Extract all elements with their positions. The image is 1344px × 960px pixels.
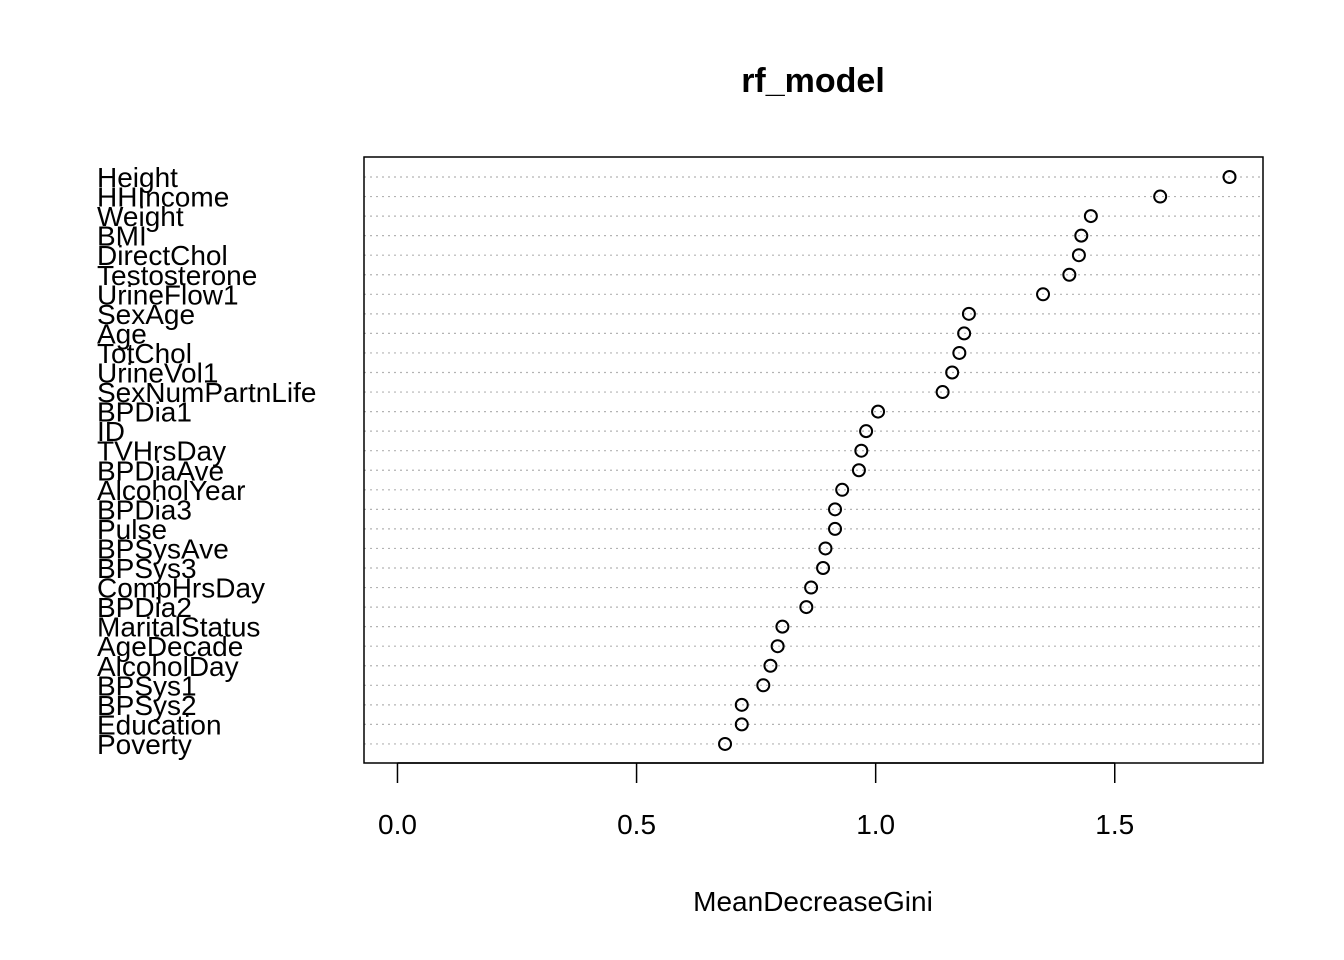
category-label: Poverty <box>97 729 192 760</box>
data-point <box>935 385 950 400</box>
category-label: SexAge <box>97 299 195 330</box>
category-label: HHIncome <box>97 182 229 213</box>
data-point <box>961 306 976 321</box>
data-point <box>1062 267 1077 282</box>
data-point <box>828 502 843 517</box>
data-point <box>770 639 785 654</box>
x-tick-label: 0.5 <box>617 809 656 840</box>
data-point <box>952 345 967 360</box>
data-point <box>828 521 843 536</box>
data-point <box>871 404 886 419</box>
data-point <box>1083 209 1098 224</box>
category-label: BPSysAve <box>97 533 229 564</box>
category-labels: HeightHHIncomeWeightBMIDirectCholTestost… <box>97 162 316 760</box>
data-point <box>945 365 960 380</box>
category-label: DirectChol <box>97 240 228 271</box>
data-point <box>756 678 771 693</box>
category-label: Education <box>97 709 222 740</box>
plot-frame <box>363 156 1264 764</box>
category-label: TotChol <box>97 338 192 369</box>
data-point <box>775 619 790 634</box>
x-tick-label: 0.0 <box>378 809 417 840</box>
data-point <box>804 580 819 595</box>
category-label: AgeDecade <box>97 631 243 662</box>
category-label: BPSys1 <box>97 670 197 701</box>
data-point <box>854 443 869 458</box>
data-point <box>718 736 733 751</box>
category-label: Weight <box>97 201 184 232</box>
category-label: AlcoholYear <box>97 475 245 506</box>
category-label: SexNumPartnLife <box>97 377 316 408</box>
category-label: AlcoholDay <box>97 651 239 682</box>
data-point <box>799 600 814 615</box>
category-label: BPSys3 <box>97 553 197 584</box>
category-label: Testosterone <box>97 260 257 291</box>
category-label: BMI <box>97 221 147 252</box>
x-axis: 0.0 0.5 1.0 1.5 <box>378 762 1134 840</box>
data-point <box>816 561 831 575</box>
data-point <box>763 658 778 673</box>
category-label: CompHrsDay <box>97 573 265 604</box>
data-point <box>1153 189 1168 204</box>
x-tick-label: 1.5 <box>1095 809 1134 840</box>
category-label: ID <box>97 416 125 447</box>
data-point <box>859 424 874 439</box>
category-label: BPSys2 <box>97 690 197 721</box>
x-tick-label: 1.0 <box>856 809 895 840</box>
category-label: UrineFlow1 <box>97 279 239 310</box>
data-point <box>851 463 866 478</box>
category-label: BPDia2 <box>97 592 192 623</box>
category-label: MaritalStatus <box>97 612 260 643</box>
chart-title: rf_model <box>741 62 885 100</box>
category-label: BPDiaAve <box>97 455 224 486</box>
x-axis-label: MeanDecreaseGini <box>693 886 933 917</box>
category-label: UrineVol1 <box>97 358 218 389</box>
grid-lines <box>364 176 1263 745</box>
category-label: TVHrsDay <box>97 436 226 467</box>
category-label: Pulse <box>97 514 167 545</box>
data-point <box>1074 228 1089 243</box>
data-point <box>818 541 833 556</box>
data-point <box>1036 287 1051 302</box>
data-point <box>734 697 749 712</box>
category-label: BPDia3 <box>97 494 192 525</box>
data-point <box>835 482 850 497</box>
category-label: Age <box>97 318 147 349</box>
data-points <box>718 170 1237 751</box>
category-label: Height <box>97 162 178 193</box>
category-label: BPDia1 <box>97 397 192 428</box>
data-point <box>1222 170 1237 184</box>
data-point <box>957 326 972 341</box>
data-point <box>1071 248 1086 263</box>
data-point <box>734 717 749 732</box>
